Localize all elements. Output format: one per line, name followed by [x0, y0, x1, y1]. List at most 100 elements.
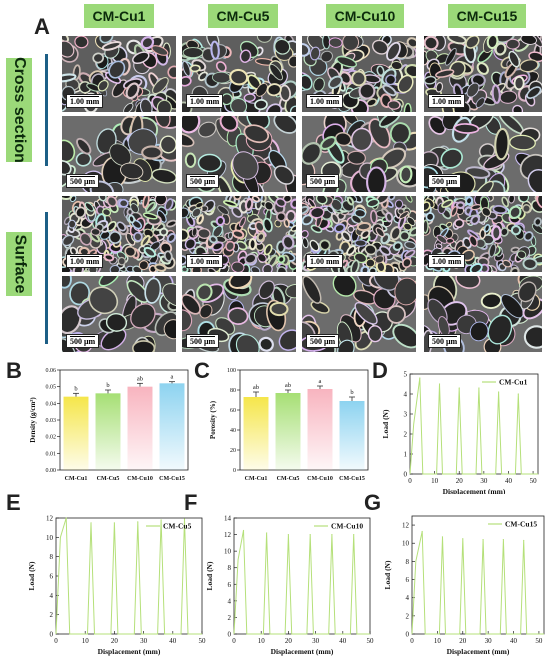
column-header-cm-cu5: CM-Cu5	[208, 4, 278, 28]
peak-point	[498, 391, 500, 393]
y-tick-label: 0	[406, 631, 410, 639]
y-tick-label: 6	[50, 573, 54, 581]
sem-image-cm-cu15-row-2: 500 μm	[424, 116, 542, 192]
peak-point	[523, 539, 525, 542]
y-tick-label: 6	[406, 576, 410, 584]
y-tick-label: 2	[406, 612, 410, 620]
y-tick-label: 6	[228, 581, 232, 589]
significance-label: a	[319, 378, 322, 385]
x-axis-label: Displacement (mm)	[271, 647, 334, 656]
row-label-surface: Surface	[6, 232, 32, 296]
y-tick-label: 4	[404, 391, 408, 399]
bar-cm-cu15	[339, 401, 365, 470]
bar-cm-cu10	[307, 389, 333, 470]
peak-point	[90, 522, 92, 524]
y-tick-label: 10	[46, 534, 54, 542]
panel-label-d: D	[372, 358, 388, 383]
y-tick-label: 8	[228, 564, 232, 572]
peak-point	[458, 387, 460, 389]
x-tick-label: 20	[459, 637, 467, 645]
significance-label: b	[106, 382, 109, 389]
load-displacement-chart-cm-cu10: 0 2 4 6 8 10 12 14 0 10 20 30 40 50 Displacement (mm) L…	[205, 515, 375, 657]
x-tick-label: 0	[410, 637, 414, 645]
bar-cm-cu15	[159, 383, 185, 470]
peak-point	[353, 533, 355, 536]
x-tick-label: 50	[535, 637, 543, 645]
scale-bar: 1.00 mm	[186, 254, 224, 268]
plot-frame	[233, 517, 371, 635]
x-tick-label: CM-Cu5	[277, 476, 300, 482]
x-tick-label: CM-Cu10	[307, 476, 333, 482]
y-axis-label: Load (N)	[383, 560, 392, 589]
y-tick-label: 1	[404, 451, 408, 459]
y-tick-label: 2	[50, 611, 54, 619]
y-tick-label: 40	[230, 428, 236, 434]
x-tick-label: 10	[82, 637, 90, 645]
y-tick-label: 0	[404, 471, 408, 479]
bar-cm-cu10	[127, 386, 153, 470]
scale-bar: 500 μm	[186, 174, 220, 188]
row-divider-surface	[45, 212, 48, 344]
peak-point	[502, 539, 504, 541]
y-tick-label: 0	[228, 631, 232, 639]
bar-cm-cu5	[275, 393, 301, 470]
scale-bar: 1.00 mm	[66, 94, 104, 108]
y-tick-label: 4	[406, 594, 410, 602]
scale-bar: 500 μm	[428, 174, 462, 188]
x-tick-label: 0	[408, 477, 412, 485]
y-axis-label: Load (N)	[27, 561, 36, 590]
scale-bar: 1.00 mm	[306, 94, 344, 108]
sem-image-cm-cu10-row-4: 500 μm	[302, 276, 416, 352]
scale-bar: 1.00 mm	[428, 94, 466, 108]
scale-bar: 1.00 mm	[66, 254, 104, 268]
x-tick-label: 50	[367, 637, 375, 645]
plot-frame	[409, 373, 539, 475]
y-tick-label: 20	[230, 448, 236, 454]
sem-image-cm-cu5-row-2: 500 μm	[182, 116, 296, 192]
y-tick-label: 4	[228, 597, 232, 605]
x-tick-label: CM-Cu5	[97, 476, 120, 482]
sem-image-cm-cu1-row-2: 500 μm	[62, 116, 176, 192]
x-tick-label: 40	[339, 637, 347, 645]
y-tick-label: 2	[404, 431, 408, 439]
peak-point	[266, 532, 268, 534]
series-line	[409, 377, 538, 475]
y-tick-label: 8	[50, 553, 54, 561]
y-tick-label: 0	[50, 631, 54, 639]
bar-cm-cu1	[243, 397, 269, 470]
sem-image-cm-cu5-row-3: 1.00 mm	[182, 196, 296, 272]
significance-label: ab	[285, 382, 291, 389]
y-tick-label: 2	[228, 614, 232, 622]
legend-label: CM-Cu5	[163, 522, 192, 531]
y-tick-label: 12	[402, 522, 410, 530]
y-tick-label: 0.02	[46, 435, 57, 441]
x-tick-label: 10	[431, 477, 439, 485]
y-tick-label: 12	[46, 515, 54, 523]
peak-point	[478, 387, 480, 389]
x-tick-label: 10	[434, 637, 442, 645]
x-tick-label: CM-Cu15	[339, 476, 365, 482]
column-header-cm-cu15: CM-Cu15	[448, 4, 526, 28]
x-tick-label: 0	[232, 637, 236, 645]
y-tick-label: 100	[227, 368, 236, 374]
x-axis-label: Displacement (mm)	[98, 647, 161, 656]
x-tick-label: 0	[54, 637, 58, 645]
peak-point	[287, 533, 289, 536]
x-tick-label: CM-Cu1	[65, 476, 88, 482]
peak-point	[65, 517, 67, 519]
y-tick-label: 14	[224, 515, 232, 523]
x-tick-label: 30	[140, 637, 148, 645]
peak-point	[421, 530, 423, 533]
series-line	[55, 517, 202, 635]
series-line	[233, 530, 370, 635]
plot-frame	[55, 517, 203, 635]
sem-image-cm-cu5-row-4: 500 μm	[182, 276, 296, 352]
sem-image-cm-cu1-row-4: 500 μm	[62, 276, 176, 352]
peak-point	[309, 533, 311, 536]
row-divider-cross-section	[45, 54, 48, 166]
legend-label: CM-Cu1	[499, 378, 528, 387]
panel-label-f: F	[184, 490, 198, 515]
panel-label-a: A	[34, 14, 50, 39]
y-tick-label: 0.00	[46, 468, 57, 474]
